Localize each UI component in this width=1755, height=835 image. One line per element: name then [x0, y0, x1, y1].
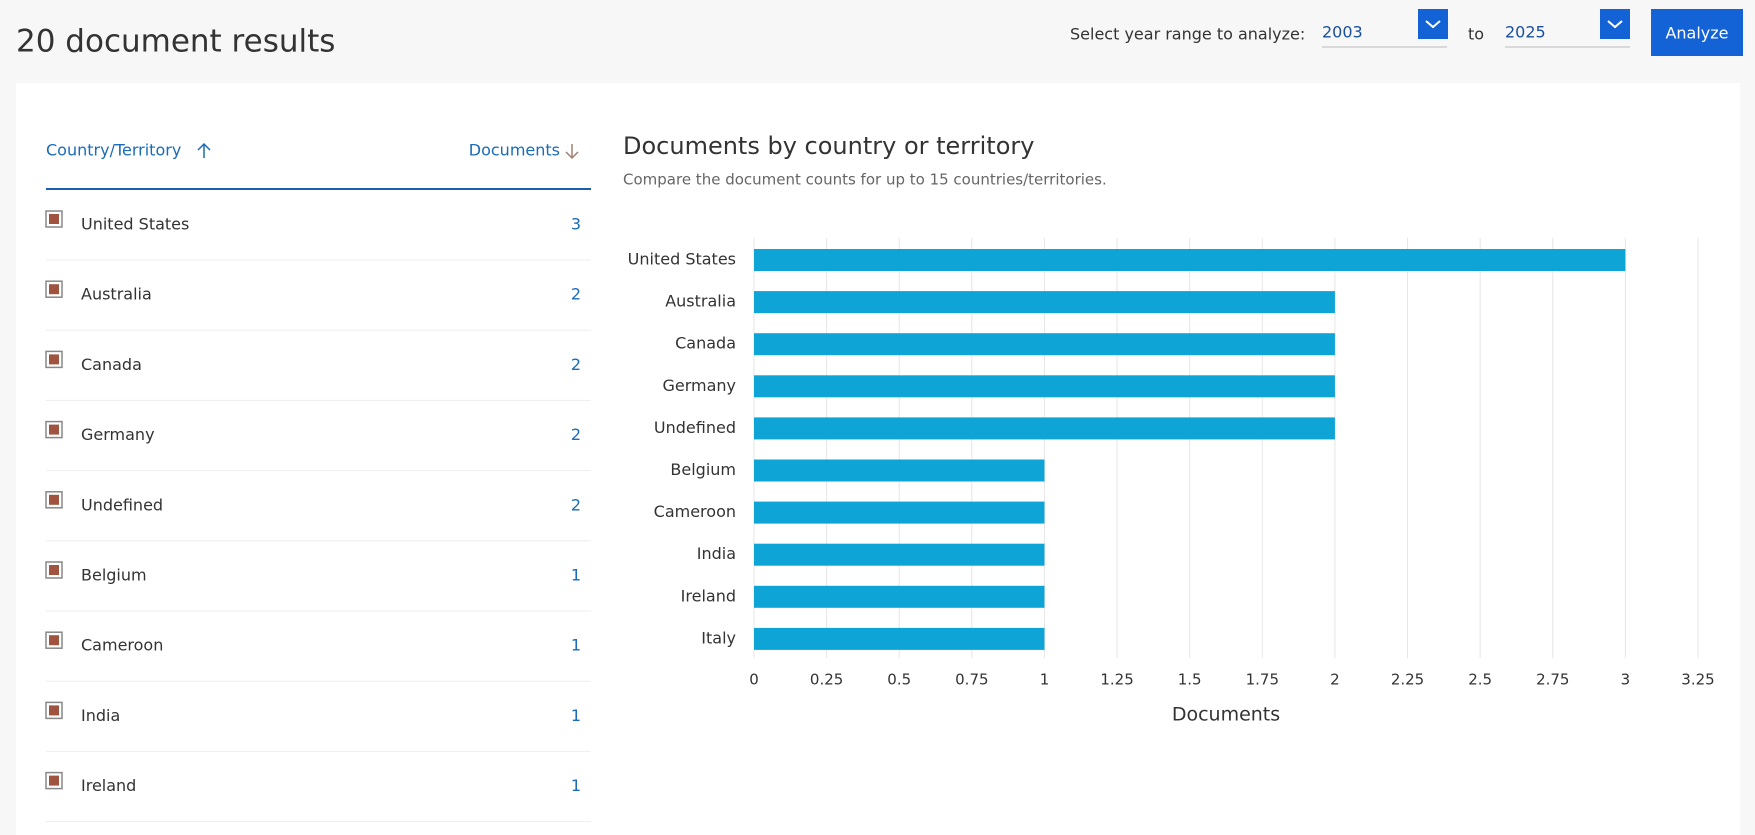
x-tick-label: 1 — [1040, 671, 1050, 689]
row-count: 3 — [571, 215, 581, 234]
y-tick-label: Australia — [665, 292, 736, 311]
bar — [754, 627, 1045, 650]
x-axis-title: Documents — [1172, 704, 1280, 726]
chevron — [1425, 20, 1441, 29]
row-count: 2 — [571, 425, 581, 444]
sort-down-icon — [565, 144, 579, 160]
results-title: 20 document results — [16, 24, 335, 60]
bar — [754, 543, 1045, 566]
y-tick-label: India — [697, 544, 736, 563]
checkbox-fill — [49, 775, 59, 786]
x-tick-label: 1.25 — [1100, 671, 1133, 689]
x-tick-label: 3.25 — [1681, 671, 1714, 689]
row-count: 2 — [571, 285, 581, 304]
bar — [754, 459, 1045, 482]
analyze-button[interactable] — [1651, 9, 1743, 56]
chart-title: Documents by country or territory — [623, 132, 1034, 160]
row-country: Australia — [81, 285, 152, 304]
row-count: 2 — [571, 495, 581, 514]
checkbox-fill — [49, 424, 59, 435]
row-country: Ireland — [81, 776, 136, 795]
row-country: Undefined — [81, 495, 163, 514]
checkbox-fill — [49, 494, 59, 505]
chevron — [1607, 20, 1623, 29]
bar — [754, 249, 1626, 271]
row-country: Germany — [81, 425, 155, 444]
bar — [754, 375, 1335, 398]
bar — [754, 501, 1045, 524]
column-header[interactable]: Country/Territory — [46, 141, 181, 160]
x-tick-label: 2.25 — [1391, 671, 1424, 689]
chart-subtitle: Compare the document counts for up to 15… — [623, 171, 1107, 189]
checkbox-fill — [49, 565, 59, 575]
row-count: 2 — [571, 355, 581, 374]
from-select[interactable]: 2003 — [1322, 23, 1363, 42]
y-tick-label: United States — [628, 250, 736, 269]
checkbox-fill — [49, 635, 59, 646]
y-tick-label: Belgium — [670, 460, 736, 479]
range-label: Select year range to analyze: — [1070, 25, 1305, 44]
from-dropdown[interactable] — [1418, 9, 1448, 39]
x-tick-label: 2.5 — [1468, 671, 1492, 689]
bar — [754, 291, 1335, 314]
x-tick-label: 2.75 — [1536, 671, 1569, 689]
x-tick-label: 0 — [749, 671, 759, 689]
row-country: Belgium — [81, 566, 147, 585]
checkbox-fill — [49, 705, 59, 716]
sort-up-icon — [197, 142, 211, 158]
checkbox-fill — [49, 284, 59, 295]
x-tick-label: 2 — [1330, 671, 1340, 689]
checkbox-fill — [49, 214, 59, 224]
y-tick-label: Cameroon — [654, 502, 736, 521]
row-country: Cameroon — [81, 636, 163, 655]
analyze-label: Analyze — [1665, 24, 1728, 43]
bar — [754, 333, 1335, 356]
row-count: 1 — [571, 776, 581, 795]
row-count: 1 — [571, 566, 581, 585]
to-select[interactable]: 2025 — [1505, 23, 1546, 42]
to-label: to — [1468, 25, 1484, 44]
x-tick-label: 3 — [1621, 671, 1631, 689]
x-tick-label: 0.25 — [810, 671, 843, 689]
y-tick-label: Undefined — [654, 418, 736, 437]
row-count: 1 — [571, 706, 581, 725]
bar — [754, 417, 1335, 440]
x-tick-label: 1.75 — [1246, 671, 1279, 689]
checkbox-fill — [49, 354, 59, 365]
x-tick-label: 0.5 — [887, 671, 911, 689]
column-header[interactable]: Documents — [469, 141, 560, 160]
y-tick-label: Canada — [675, 334, 736, 353]
row-country: United States — [81, 215, 189, 234]
y-tick-label: Italy — [701, 628, 736, 647]
to-dropdown[interactable] — [1600, 9, 1630, 39]
row-country: India — [81, 706, 120, 725]
y-tick-label: Germany — [662, 376, 736, 395]
y-tick-label: Ireland — [681, 586, 736, 605]
bar — [754, 585, 1045, 608]
card — [16, 83, 1740, 835]
row-country: Canada — [81, 355, 142, 374]
x-tick-label: 0.75 — [955, 671, 988, 689]
x-tick-label: 1.5 — [1178, 671, 1202, 689]
row-count: 1 — [571, 636, 581, 655]
